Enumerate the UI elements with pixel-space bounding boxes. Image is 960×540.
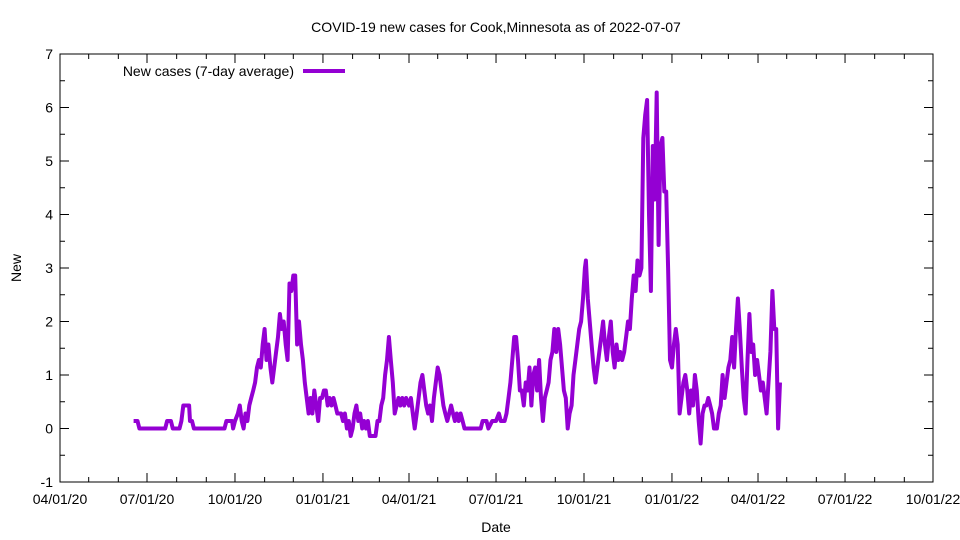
- y-tick-label: 1: [45, 367, 53, 383]
- x-tick-label: 04/01/22: [731, 491, 786, 507]
- x-axis-label: Date: [481, 519, 511, 535]
- x-tick-label: 07/01/20: [120, 491, 175, 507]
- y-tick-label: 2: [45, 314, 53, 330]
- ticks-layer: -1 0 1 2 3 4 5 6 7 04/01/20 07/01/20 10/01/20 01/01/…: [33, 46, 960, 507]
- y-tick-label: 7: [45, 46, 53, 62]
- x-tick-label: 07/01/22: [818, 491, 873, 507]
- series-line-new-cases: [133, 90, 782, 446]
- x-tick-label: 10/01/21: [557, 491, 612, 507]
- x-tick-label: 10/01/20: [208, 491, 263, 507]
- x-tick-label: 01/01/22: [645, 491, 700, 507]
- y-axis-label: New: [8, 253, 24, 282]
- y-tick-label: 5: [45, 153, 53, 169]
- legend-label: New cases (7-day average): [123, 63, 294, 79]
- legend: New cases (7-day average): [123, 63, 345, 79]
- y-tick-label: 3: [45, 260, 53, 276]
- x-tick-label: 04/01/21: [382, 491, 437, 507]
- x-tick-label: 01/01/21: [296, 491, 351, 507]
- x-tick-label: 04/01/20: [33, 491, 88, 507]
- x-tick-label: 10/01/22: [906, 491, 960, 507]
- y-tick-label: -1: [41, 474, 54, 490]
- chart-title: COVID-19 new cases for Cook,Minnesota as…: [311, 19, 681, 35]
- y-tick-label: 6: [45, 100, 53, 116]
- y-tick-label: 0: [45, 421, 53, 437]
- y-tick-label: 4: [45, 207, 53, 223]
- x-tick-label: 07/01/21: [469, 491, 524, 507]
- plot-frame: [59, 53, 934, 483]
